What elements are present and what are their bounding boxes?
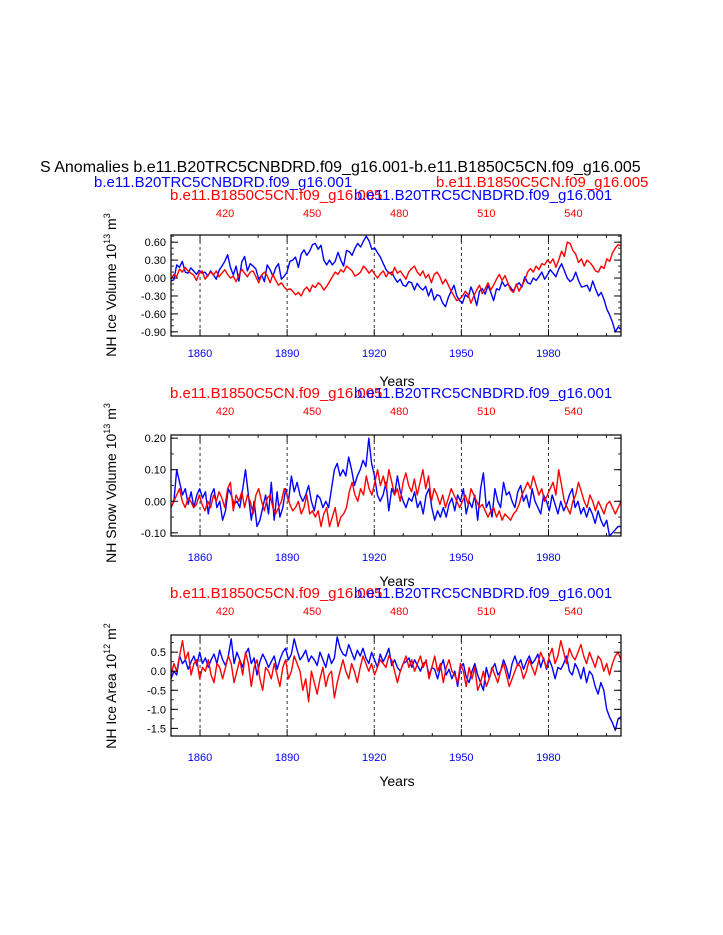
x-tick-label-bottom: 1980 bbox=[536, 348, 560, 360]
y-axis-label: NH Ice Volume 1013 m3 bbox=[102, 213, 119, 356]
series-line-blue bbox=[170, 235, 622, 333]
y-tick-label: -0.90 bbox=[141, 327, 166, 339]
x-tick-label-bottom: 1950 bbox=[449, 348, 473, 360]
x-tick-label-top: 480 bbox=[390, 208, 408, 220]
y-tick-label: -0.60 bbox=[141, 309, 166, 321]
y-tick-label: 0.60 bbox=[145, 237, 166, 249]
x-axis-label: Years bbox=[379, 573, 414, 589]
x-tick-label-top: 540 bbox=[564, 606, 582, 618]
y-tick-label: -0.30 bbox=[141, 291, 166, 303]
x-tick-label-bottom: 1920 bbox=[362, 552, 386, 564]
y-axis-label-main: NH Ice Area 10 bbox=[103, 654, 119, 749]
y-axis-label-unit-exp: 3 bbox=[102, 213, 112, 218]
x-tick-label-top: 510 bbox=[477, 208, 495, 220]
y-tick-label: 0.0 bbox=[151, 666, 166, 678]
x-tick-label-top: 480 bbox=[390, 406, 408, 418]
top-title-red: b.e11.B1850C5CN.f09_g16.005 bbox=[170, 385, 382, 402]
x-tick-label-bottom: 1950 bbox=[449, 752, 473, 764]
x-tick-label-bottom: 1860 bbox=[188, 552, 212, 564]
y-tick-label: -1.5 bbox=[147, 723, 166, 735]
x-tick-label-top: 510 bbox=[477, 606, 495, 618]
y-axis-label-main: NH Ice Volume 10 bbox=[103, 244, 119, 357]
y-tick-labels: 0.5 0.0 -0.5 -1.0 -1.5 bbox=[147, 647, 166, 735]
x-axis-label: Years bbox=[379, 773, 414, 789]
series-line-blue bbox=[170, 437, 621, 537]
x-tick-label-bottom: 1860 bbox=[188, 752, 212, 764]
x-tick-labels: 1860 1890 1920 1950 1980 bbox=[188, 752, 561, 764]
y-tick-label: -0.10 bbox=[141, 528, 166, 540]
y-tick-label: -0.5 bbox=[147, 685, 166, 697]
top-title-blue: b.e11.B20TRC5CNBDRD.f09_g16.001 bbox=[354, 187, 612, 204]
x-tick-label-top: 510 bbox=[477, 406, 495, 418]
legend-title-blue: b.e11.B20TRC5CNBDRD.f09_g16.001 bbox=[94, 174, 352, 191]
plot-area bbox=[170, 234, 622, 337]
plot-frame bbox=[170, 634, 622, 737]
x-tick-label-bottom: 1980 bbox=[536, 752, 560, 764]
x-tick-label-bottom: 1890 bbox=[275, 752, 299, 764]
panel-ice-volume: b.e11.B1850C5CN.f09_g16.005 b.e11.B20TRC… bbox=[102, 187, 622, 389]
series-line-red bbox=[170, 469, 622, 528]
x-axis-label: Years bbox=[379, 373, 414, 389]
main-title: S Anomalies b.e11.B20TRC5CNBDRD.f09_g16.… bbox=[40, 159, 641, 176]
top-title-red: b.e11.B1850C5CN.f09_g16.005 bbox=[170, 187, 382, 204]
series-line-red bbox=[170, 640, 622, 703]
x-tick-label-bottom: 1890 bbox=[275, 552, 299, 564]
y-axis-label-unit: m bbox=[103, 628, 119, 644]
panel-ice-area: b.e11.B1850C5CN.f09_g16.005 b.e11.B20TRC… bbox=[102, 585, 622, 789]
x-tick-label-top: 540 bbox=[564, 406, 582, 418]
x-tick-labels: 1860 1890 1920 1950 1980 bbox=[188, 348, 561, 360]
top-title-blue: b.e11.B20TRC5CNBDRD.f09_g16.001 bbox=[354, 385, 612, 402]
top-title-red: b.e11.B1850C5CN.f09_g16.005 bbox=[170, 585, 382, 602]
y-axis-label-main: NH Snow Volume 10 bbox=[103, 433, 119, 562]
x-tick-label-top: 540 bbox=[564, 208, 582, 220]
x-tick-label-top: 450 bbox=[303, 606, 321, 618]
y-axis-label-exp: 12 bbox=[102, 644, 112, 654]
x-tick-label-top: 450 bbox=[303, 406, 321, 418]
y-tick-label: 0.00 bbox=[145, 273, 166, 285]
y-tick-labels: 0.20 0.10 0.00 -0.10 bbox=[141, 433, 166, 540]
y-axis-label-unit-exp: 3 bbox=[102, 403, 112, 408]
x-tick-label-top: 480 bbox=[390, 606, 408, 618]
plot-area bbox=[170, 434, 622, 537]
y-axis-label-unit: m bbox=[103, 218, 119, 234]
x-tick-label-top: 450 bbox=[303, 208, 321, 220]
panel-snow-volume: b.e11.B1850C5CN.f09_g16.005 b.e11.B20TRC… bbox=[102, 385, 622, 589]
y-axis-label-exp: 13 bbox=[102, 234, 112, 244]
x-tick-label-bottom: 1920 bbox=[362, 752, 386, 764]
top-tick-labels: 420 450 480 510 540 bbox=[216, 406, 583, 418]
x-tick-label-bottom: 1890 bbox=[275, 348, 299, 360]
legend-title-red: b.e11.B1850C5CN.f09_g16.005 bbox=[436, 174, 648, 191]
y-tick-label: 0.30 bbox=[145, 255, 166, 267]
y-tick-label: 0.20 bbox=[145, 433, 166, 445]
top-title-blue: b.e11.B20TRC5CNBDRD.f09_g16.001 bbox=[354, 585, 612, 602]
y-axis-label: NH Snow Volume 1013 m3 bbox=[102, 403, 119, 563]
y-tick-label: 0.00 bbox=[145, 496, 166, 508]
y-tick-label: -1.0 bbox=[147, 704, 166, 716]
x-tick-label-top: 420 bbox=[216, 606, 234, 618]
x-tick-labels: 1860 1890 1920 1950 1980 bbox=[188, 552, 561, 564]
y-tick-label: 0.10 bbox=[145, 465, 166, 477]
x-tick-label-bottom: 1860 bbox=[188, 348, 212, 360]
series-line-red bbox=[170, 241, 622, 304]
y-tick-label: 0.5 bbox=[151, 647, 166, 659]
y-tick-labels: 0.60 0.30 0.00 -0.30 -0.60 -0.90 bbox=[141, 237, 166, 339]
y-axis-label-unit: m bbox=[103, 408, 119, 424]
y-axis-label-unit-exp: 2 bbox=[102, 623, 112, 628]
plot-area bbox=[170, 634, 622, 737]
x-tick-label-bottom: 1920 bbox=[362, 348, 386, 360]
y-axis-label-exp: 13 bbox=[102, 424, 112, 434]
y-axis-label: NH Ice Area 1012 m2 bbox=[102, 623, 119, 749]
x-tick-label-bottom: 1980 bbox=[536, 552, 560, 564]
x-tick-label-bottom: 1950 bbox=[449, 552, 473, 564]
x-tick-label-top: 420 bbox=[216, 208, 234, 220]
top-tick-labels: 420 450 480 510 540 bbox=[216, 208, 583, 220]
x-tick-label-top: 420 bbox=[216, 406, 234, 418]
plot-frame bbox=[170, 234, 622, 337]
top-tick-labels: 420 450 480 510 540 bbox=[216, 606, 583, 618]
